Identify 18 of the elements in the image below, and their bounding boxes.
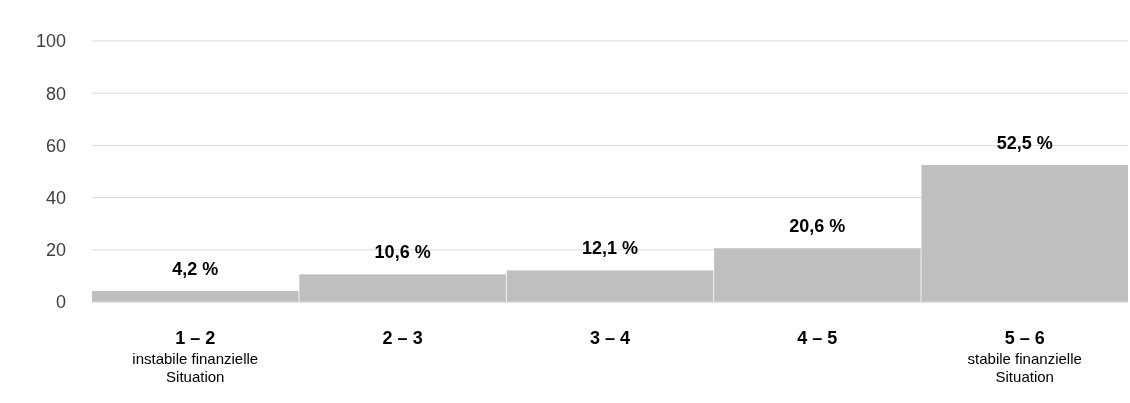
y-tick-label: 100	[35, 31, 66, 52]
data-label: 4,2 %	[172, 259, 219, 280]
y-tick-label: 40	[45, 187, 66, 208]
text: instabile finanzielle Situation	[132, 350, 259, 385]
y-tick-label: 20	[45, 240, 66, 261]
x-tick-label: 3 – 4	[589, 328, 631, 348]
x-tick-label: 4 – 5	[797, 328, 838, 348]
x-tick-label: 2 – 3	[382, 328, 423, 348]
data-label: 12,1 %	[581, 238, 639, 259]
y-tick-label: 60	[45, 135, 66, 156]
text: stabile finanzielle Situation	[967, 350, 1082, 385]
x-tick-label: 5 – 6	[1004, 328, 1045, 348]
y-tick-label: 80	[45, 83, 66, 104]
x-tick-label: 1 – 2	[175, 328, 216, 348]
y-tick-label: 0	[55, 292, 66, 313]
data-label: 10,6 %	[374, 242, 431, 263]
data-label: 52,5 %	[996, 132, 1053, 153]
data-label: 20,6 %	[789, 216, 846, 237]
